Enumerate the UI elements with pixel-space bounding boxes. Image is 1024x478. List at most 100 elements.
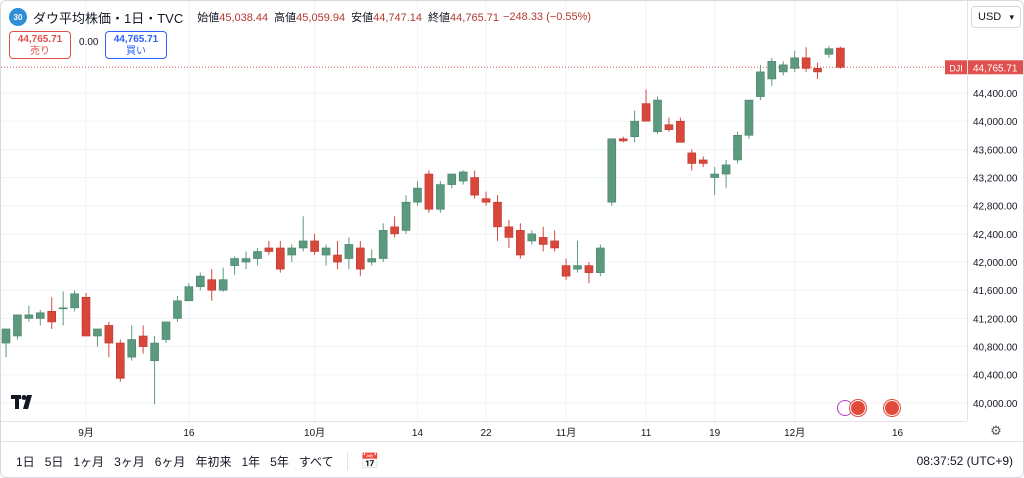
candle — [333, 240, 342, 270]
x-tick-label: 9月 — [78, 427, 94, 439]
candle-body — [618, 138, 628, 142]
x-tick-label: 16 — [183, 428, 195, 439]
candle — [104, 321, 114, 358]
candle-body — [710, 173, 719, 178]
candle — [184, 283, 194, 302]
candle — [310, 233, 319, 256]
range-5y[interactable]: 5年 — [270, 454, 289, 469]
candle — [721, 159, 731, 189]
candle-body — [641, 103, 651, 122]
y-tick-label: 40,400.00 — [973, 371, 1018, 382]
candle — [710, 166, 719, 196]
dji-tag-label: DJI — [949, 63, 963, 73]
candle-body — [253, 251, 262, 259]
y-tick-label: 41,200.00 — [973, 314, 1018, 325]
candle-body — [1, 328, 11, 344]
candle — [161, 321, 171, 344]
candle — [687, 149, 697, 171]
candle-body — [664, 124, 674, 130]
date-range-icon[interactable]: 📅 — [360, 453, 380, 470]
candle — [756, 64, 765, 101]
candle-body — [767, 61, 777, 80]
candle-body — [516, 230, 525, 256]
candle-body — [481, 198, 491, 203]
candle-body — [93, 328, 102, 337]
candle — [150, 336, 159, 405]
buy-button[interactable]: 44,765.71 買い — [105, 31, 167, 59]
candle — [1, 328, 11, 358]
candle — [447, 173, 457, 189]
candle — [413, 181, 422, 206]
candle — [653, 96, 662, 134]
symbol-title[interactable]: ダウ平均株価・1日・TVC — [33, 10, 184, 26]
y-tick-label: 43,200.00 — [973, 174, 1018, 185]
chart-pane[interactable]: DJI — [1, 1, 967, 421]
ohlc-low: 安値44,747.14 — [351, 9, 422, 25]
candle-body — [138, 335, 148, 347]
candle-body — [413, 187, 422, 203]
candle — [298, 216, 308, 252]
range-3m[interactable]: 3ヶ月 — [114, 454, 145, 469]
ohlc-open-value: 45,038.44 — [219, 12, 269, 24]
candle — [196, 272, 205, 291]
candle-body — [367, 258, 377, 263]
ohlc-open-label: 始値 — [197, 12, 220, 24]
candle — [630, 110, 639, 143]
range-ytd[interactable]: 年初来 — [195, 454, 232, 469]
range-5d[interactable]: 5日 — [44, 454, 64, 469]
candle-body — [70, 293, 79, 309]
range-all[interactable]: すべて — [298, 454, 334, 469]
clock-display[interactable]: 08:37:52 (UTC+9) — [916, 454, 1013, 468]
candle — [35, 309, 45, 326]
symbol-badge-icon[interactable]: 30 — [9, 8, 27, 26]
candle — [116, 339, 125, 382]
candle-body — [424, 173, 434, 210]
candle — [81, 293, 91, 337]
x-tick-label: 14 — [412, 428, 424, 439]
last-price-tag-value: 44,765.71 — [973, 63, 1018, 74]
candle-body — [196, 275, 205, 288]
candle-body — [47, 311, 57, 323]
candle-body — [801, 57, 811, 69]
sell-button[interactable]: 44,765.71 売り — [9, 31, 71, 59]
y-tick-label: 40,800.00 — [973, 343, 1018, 354]
time-scale[interactable]: 9月 16 10月 14 22 11月 11 19 12月 16 — [1, 421, 967, 441]
price-scale[interactable]: 40,000.00 40,400.00 40,800.00 41,200.00 41,6… — [967, 1, 1023, 421]
us-flag-event-icon-2[interactable] — [884, 400, 900, 416]
candle-body — [470, 177, 479, 196]
candle — [70, 290, 79, 312]
candle-body — [721, 164, 731, 175]
candle-body — [744, 99, 754, 136]
candle — [538, 226, 548, 252]
candle-body — [630, 120, 639, 137]
dji-tag: DJI — [945, 60, 967, 75]
candle-body — [527, 233, 537, 242]
candle — [356, 240, 365, 277]
tradingview-logo-icon[interactable] — [11, 395, 37, 413]
candle-body — [356, 247, 365, 270]
x-tick-label: 12月 — [784, 427, 805, 439]
candle — [127, 325, 137, 361]
range-1m[interactable]: 1ヶ月 — [73, 454, 105, 469]
currency-selector[interactable]: USD ▾ — [971, 6, 1021, 28]
candle — [47, 297, 57, 329]
gear-icon[interactable]: ⚙ — [990, 423, 1002, 438]
us-flag-event-icon[interactable] — [850, 400, 866, 416]
range-1d[interactable]: 1日 — [16, 454, 35, 469]
range-1y[interactable]: 1年 — [241, 454, 261, 469]
candle-body — [653, 99, 662, 133]
candlestick-chart[interactable]: DJI — [1, 1, 967, 421]
y-tick-label: 42,000.00 — [973, 258, 1018, 269]
candles — [1, 45, 845, 405]
bottom-toolbar: 1日 5日 1ヶ月 3ヶ月 6ヶ月 年初来 1年 5年 すべて 📅 08:37:… — [1, 441, 1023, 477]
candle-body — [676, 120, 685, 143]
range-6m[interactable]: 6ヶ月 — [154, 454, 186, 469]
candle — [367, 249, 377, 266]
candle-body — [173, 300, 182, 319]
ohlc-low-label: 安値 — [351, 12, 374, 24]
candle — [287, 244, 297, 263]
candle-body — [836, 47, 845, 68]
candle — [436, 181, 445, 213]
candle-body — [698, 159, 708, 164]
